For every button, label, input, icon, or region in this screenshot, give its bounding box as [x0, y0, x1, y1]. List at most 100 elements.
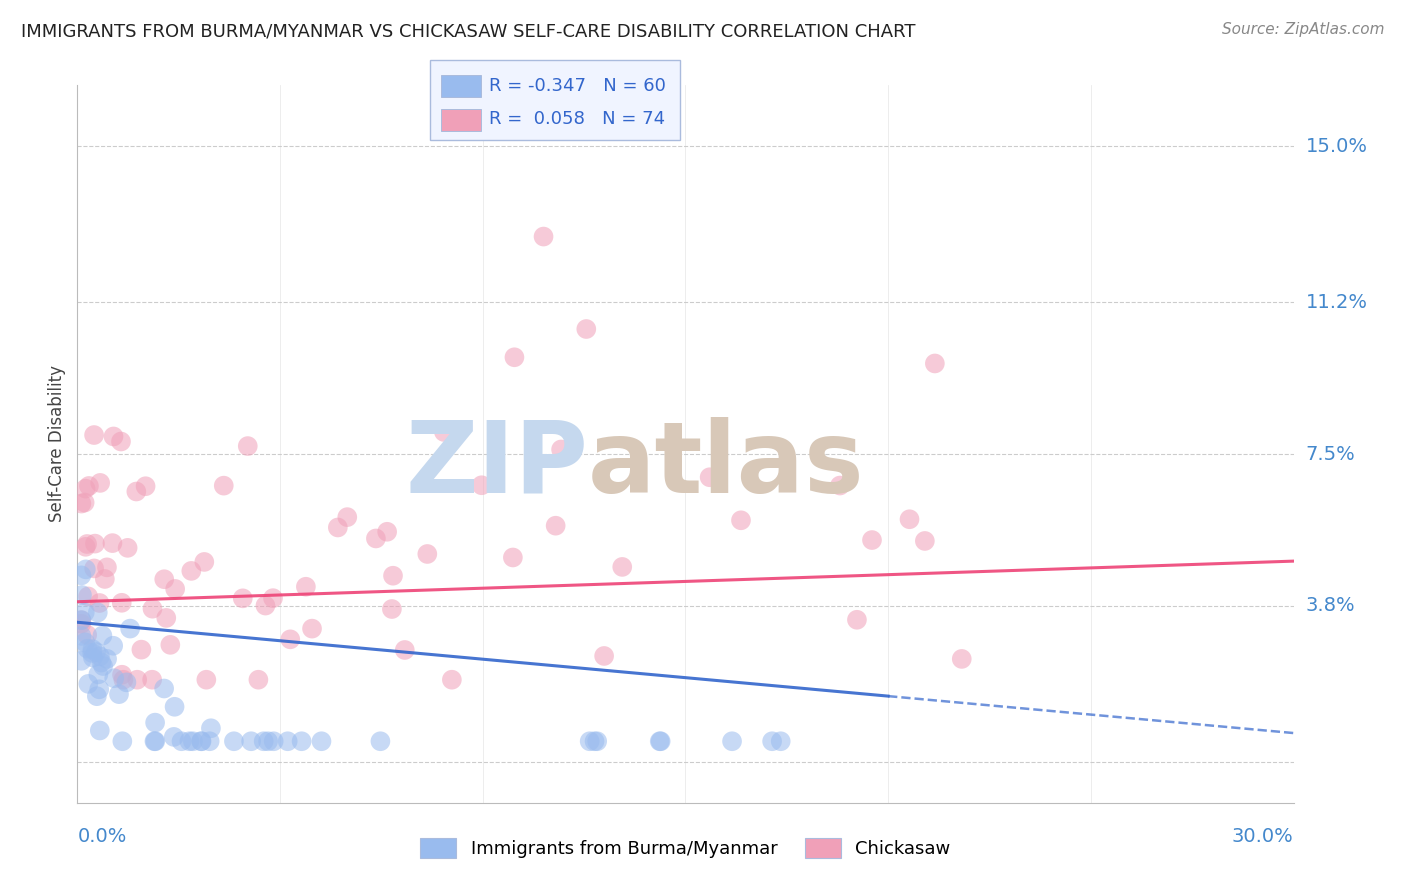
Point: [131, 642, 153, 657]
Point: [120, 622, 142, 636]
Point: [70, 616, 93, 631]
Point: [70, 629, 93, 643]
Point: [83, 561, 105, 575]
Point: [828, 478, 851, 492]
Point: [110, 434, 132, 449]
Point: [70, 613, 93, 627]
Point: [180, 564, 202, 578]
Point: [586, 734, 609, 748]
Point: [103, 429, 125, 443]
Text: 30.0%: 30.0%: [1232, 828, 1294, 847]
Text: R = -0.347   N = 60: R = -0.347 N = 60: [489, 77, 666, 95]
Point: [278, 632, 301, 647]
Point: [200, 721, 222, 735]
Point: [143, 734, 166, 748]
Point: [84, 536, 107, 550]
Point: [86, 689, 108, 703]
Point: [370, 734, 392, 748]
Text: 15.0%: 15.0%: [1306, 136, 1368, 156]
Point: [112, 673, 135, 687]
Point: [165, 582, 187, 596]
Point: [125, 484, 148, 499]
Point: [153, 572, 176, 586]
Point: [416, 547, 439, 561]
Text: 11.2%: 11.2%: [1306, 293, 1368, 311]
Point: [91, 629, 114, 643]
Point: [159, 638, 181, 652]
Point: [471, 478, 494, 492]
Point: [89, 723, 111, 738]
Point: [914, 533, 936, 548]
Point: [650, 734, 672, 748]
Point: [730, 513, 752, 527]
Point: [257, 734, 280, 748]
Point: [70, 613, 93, 627]
Point: [394, 643, 416, 657]
Point: [253, 734, 276, 748]
Point: [544, 518, 567, 533]
Point: [198, 734, 221, 748]
Point: [583, 734, 606, 748]
Point: [364, 532, 387, 546]
Text: R =  0.058   N = 74: R = 0.058 N = 74: [489, 111, 665, 128]
Point: [295, 580, 318, 594]
Legend: Immigrants from Burma/Myanmar, Chickasaw: Immigrants from Burma/Myanmar, Chickasaw: [413, 831, 957, 865]
Point: [76, 537, 98, 551]
Point: [163, 699, 186, 714]
FancyBboxPatch shape: [430, 60, 681, 140]
Point: [222, 734, 245, 748]
FancyBboxPatch shape: [441, 75, 481, 97]
Point: [648, 734, 671, 748]
Point: [262, 591, 284, 606]
Point: [503, 351, 526, 365]
Point: [73, 495, 96, 509]
Point: [898, 512, 921, 526]
Point: [950, 652, 973, 666]
Point: [77, 590, 100, 604]
Point: [87, 606, 110, 620]
Point: [115, 675, 138, 690]
Point: [612, 560, 634, 574]
Point: [336, 510, 359, 524]
Point: [550, 442, 572, 457]
Point: [111, 734, 134, 748]
Point: [721, 734, 744, 748]
Point: [84, 645, 107, 659]
Point: [301, 622, 323, 636]
Point: [263, 734, 285, 748]
Point: [236, 439, 259, 453]
Point: [141, 601, 163, 615]
Point: [70, 588, 93, 602]
Point: [575, 322, 598, 336]
Point: [82, 650, 104, 665]
Point: [76, 641, 98, 656]
Point: [311, 734, 333, 748]
Point: [181, 734, 204, 748]
Point: [375, 524, 398, 539]
Point: [70, 568, 93, 582]
Text: IMMIGRANTS FROM BURMA/MYANMAR VS CHICKASAW SELF-CARE DISABILITY CORRELATION CHAR: IMMIGRANTS FROM BURMA/MYANMAR VS CHICKAS…: [21, 22, 915, 40]
Point: [70, 654, 93, 668]
Point: [190, 734, 212, 748]
Point: [291, 734, 314, 748]
Point: [212, 478, 235, 492]
Point: [193, 555, 215, 569]
Point: [103, 671, 125, 685]
Text: atlas: atlas: [588, 417, 865, 514]
Text: Source: ZipAtlas.com: Source: ZipAtlas.com: [1222, 22, 1385, 37]
Point: [578, 734, 600, 748]
Point: [89, 649, 111, 664]
Point: [111, 667, 134, 681]
Point: [75, 540, 97, 554]
Text: ZIP: ZIP: [405, 417, 588, 514]
Point: [111, 596, 134, 610]
Point: [82, 642, 104, 657]
Point: [247, 673, 270, 687]
Point: [143, 715, 166, 730]
Point: [860, 533, 883, 547]
Point: [141, 673, 163, 687]
Point: [89, 475, 111, 490]
FancyBboxPatch shape: [441, 109, 481, 131]
Point: [190, 734, 212, 748]
Point: [117, 541, 139, 555]
